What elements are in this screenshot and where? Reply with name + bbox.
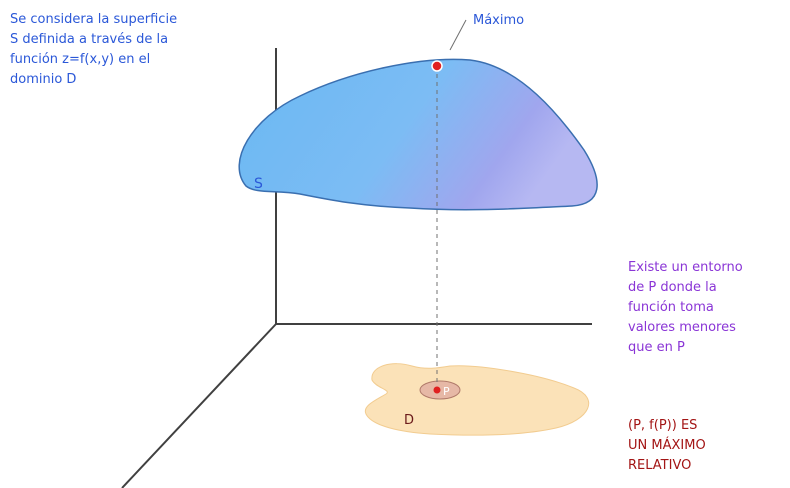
domain-label: D	[404, 413, 414, 428]
entorno-line: valores menores	[628, 320, 736, 335]
y-axis	[121, 323, 277, 488]
entorno-line: de P donde la	[628, 280, 717, 295]
conclusion-text: (P, f(P)) ES UN MÁXIMO RELATIVO	[628, 416, 706, 476]
entorno-text: Existe un entorno de P donde la función …	[628, 258, 743, 358]
maximo-label: Máximo	[473, 13, 524, 28]
entorno-line: función toma	[628, 300, 714, 315]
intro-line: función z=f(x,y) en el	[10, 52, 151, 67]
intro-line: S definida a través de la	[10, 32, 169, 47]
domain-region	[364, 363, 590, 436]
point-p	[433, 386, 441, 394]
maximum-point	[431, 60, 443, 72]
intro-line: dominio D	[10, 72, 77, 87]
point-p-label: P	[443, 385, 450, 398]
conclusion-line: (P, f(P)) ES	[628, 418, 698, 433]
intro-text: Se considera la superficie S definida a …	[10, 10, 177, 90]
intro-line: Se considera la superficie	[10, 12, 178, 27]
entorno-line: que en P	[628, 340, 685, 355]
entorno-line: Existe un entorno	[628, 260, 743, 275]
surface-s	[238, 58, 598, 211]
surface-label: S	[254, 176, 263, 192]
maximo-leader-line	[449, 19, 467, 51]
conclusion-line: UN MÁXIMO	[628, 438, 706, 453]
conclusion-line: RELATIVO	[628, 458, 692, 473]
